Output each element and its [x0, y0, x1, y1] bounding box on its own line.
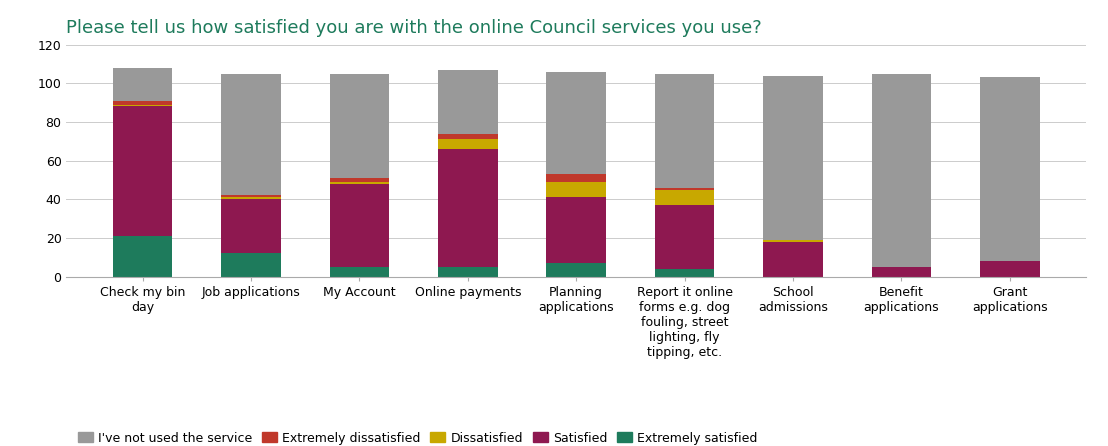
Bar: [438, 149, 497, 267]
Bar: [655, 205, 715, 269]
Bar: [655, 188, 715, 190]
Bar: [329, 267, 389, 277]
Bar: [872, 74, 931, 267]
Bar: [655, 74, 715, 188]
Bar: [438, 70, 497, 133]
Bar: [979, 78, 1039, 261]
Bar: [329, 182, 389, 184]
Bar: [438, 267, 497, 277]
Text: Please tell us how satisfied you are with the online Council services you use?: Please tell us how satisfied you are wit…: [66, 20, 762, 37]
Bar: [113, 107, 173, 236]
Bar: [763, 240, 823, 242]
Bar: [763, 75, 823, 240]
Bar: [546, 72, 606, 174]
Bar: [222, 199, 280, 253]
Bar: [655, 190, 715, 205]
Bar: [113, 236, 173, 277]
Bar: [546, 182, 606, 197]
Bar: [113, 101, 173, 104]
Bar: [329, 178, 389, 182]
Bar: [113, 104, 173, 107]
Bar: [872, 267, 931, 277]
Bar: [222, 74, 280, 195]
Bar: [655, 269, 715, 277]
Bar: [329, 74, 389, 178]
Bar: [763, 242, 823, 277]
Bar: [222, 197, 280, 199]
Bar: [546, 174, 606, 182]
Bar: [438, 139, 497, 149]
Bar: [546, 263, 606, 277]
Bar: [329, 184, 389, 267]
Bar: [222, 253, 280, 277]
Legend: I've not used the service, Extremely dissatisfied, Dissatisfied, Satisfied, Extr: I've not used the service, Extremely dis…: [73, 426, 762, 446]
Bar: [979, 261, 1039, 277]
Bar: [546, 197, 606, 263]
Bar: [222, 195, 280, 197]
Bar: [113, 68, 173, 101]
Bar: [438, 133, 497, 139]
